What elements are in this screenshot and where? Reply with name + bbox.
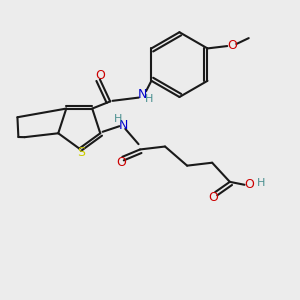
Text: O: O: [244, 178, 254, 191]
Text: H: H: [114, 114, 123, 124]
Text: S: S: [77, 146, 85, 159]
Text: H: H: [145, 94, 153, 104]
Text: O: O: [95, 69, 105, 82]
Text: O: O: [228, 39, 238, 52]
Text: O: O: [116, 156, 126, 169]
Text: O: O: [209, 191, 219, 204]
Text: N: N: [138, 88, 147, 101]
Text: H: H: [256, 178, 265, 188]
Text: N: N: [119, 119, 128, 132]
